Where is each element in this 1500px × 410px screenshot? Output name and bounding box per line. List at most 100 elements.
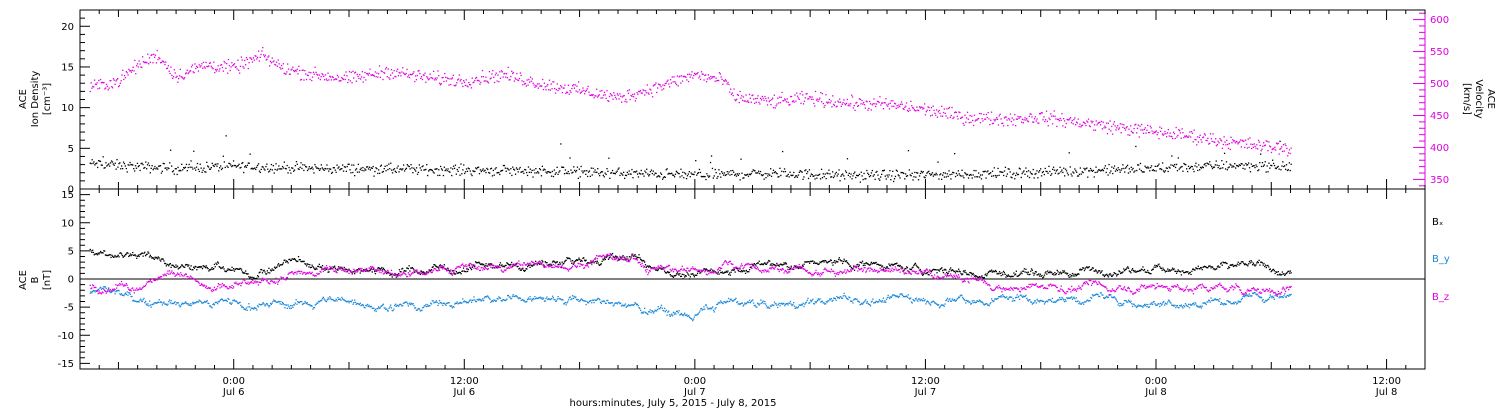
density-point [756,172,758,174]
bx-point [877,263,879,265]
by-point [120,294,122,296]
bx-point [1093,270,1095,272]
bx-point [1244,263,1247,265]
velocity-point [203,66,206,68]
by-point [440,301,442,304]
density-point [441,169,444,171]
velocity-point [143,61,145,63]
density-point [439,174,441,176]
bx-point [923,272,925,274]
density-point [810,173,812,175]
velocity-point [310,72,312,74]
bx-point [563,262,565,265]
bx-point [320,266,322,268]
velocity-point [306,74,309,76]
velocity-point [1044,121,1046,123]
velocity-point [619,93,621,95]
bx-point [586,262,588,265]
bx-point [521,268,523,270]
bx-point [1075,274,1078,277]
velocity-point [941,105,943,107]
bx-point [248,276,250,278]
velocity-point [96,82,98,84]
bx-point [590,261,592,263]
by-point [469,299,471,301]
density-point [717,175,719,178]
bx-point [1071,272,1074,275]
bx-point [640,258,642,260]
bx-point [1054,272,1056,274]
bx-point [202,265,204,267]
bx-point [1206,267,1208,269]
by-point [672,311,675,313]
by-point [389,306,391,308]
bx-point [840,260,842,262]
velocity-point [1147,124,1149,127]
velocity-point [263,54,265,56]
bx-point [671,275,673,277]
density-point [697,172,699,175]
velocity-point [167,65,169,67]
bx-point [720,271,722,274]
bx-point [1173,268,1175,270]
density-point [1199,166,1202,169]
velocity-point [924,103,926,105]
velocity-point [880,104,882,106]
density-point [362,166,364,169]
density-point [1062,171,1064,174]
bx-point [1204,265,1206,267]
by-point [99,287,101,289]
density-point [1273,164,1276,167]
density-point [1216,164,1218,166]
density-point [904,178,906,180]
by-point [297,301,300,304]
density-point [300,162,302,164]
density-point [868,176,871,178]
velocity-point [1140,129,1142,131]
velocity-point [147,53,149,55]
velocity-point [583,89,585,92]
by-point [669,315,671,317]
bx-point [366,269,369,272]
velocity-point [249,57,251,59]
density-point [543,168,545,170]
density-point [386,164,388,167]
by-point [539,296,542,298]
by-point [466,302,468,304]
velocity-point [670,82,672,84]
velocity-point [931,114,933,116]
density-point [831,176,833,178]
velocity-point [810,98,812,100]
by-point [442,302,445,304]
density-point [376,168,378,170]
velocity-point [1224,141,1226,143]
bx-point [499,262,502,264]
bx-point [568,257,570,259]
density-point [902,172,904,174]
velocity-point [607,100,609,102]
density-point [370,167,372,169]
density-point [751,171,753,173]
density-point [632,177,634,179]
bx-point [850,267,852,269]
bx-point [523,269,525,271]
bx-point [124,253,127,256]
velocity-point [464,84,466,87]
bx-point [966,273,969,276]
bx-point [1139,270,1142,272]
bx-point [575,259,578,261]
velocity-point [760,99,763,101]
density-point [1260,165,1263,168]
bx-point [663,266,665,269]
bx-point [127,252,129,254]
velocity-point [161,60,163,62]
bx-point [704,268,706,270]
by-point [227,297,229,300]
bx-point [377,267,379,269]
by-point [134,300,136,302]
bx-point [1234,265,1236,267]
velocity-point [372,74,374,76]
velocity-point [359,74,361,76]
bx-point [526,268,528,270]
density-point [538,172,540,174]
